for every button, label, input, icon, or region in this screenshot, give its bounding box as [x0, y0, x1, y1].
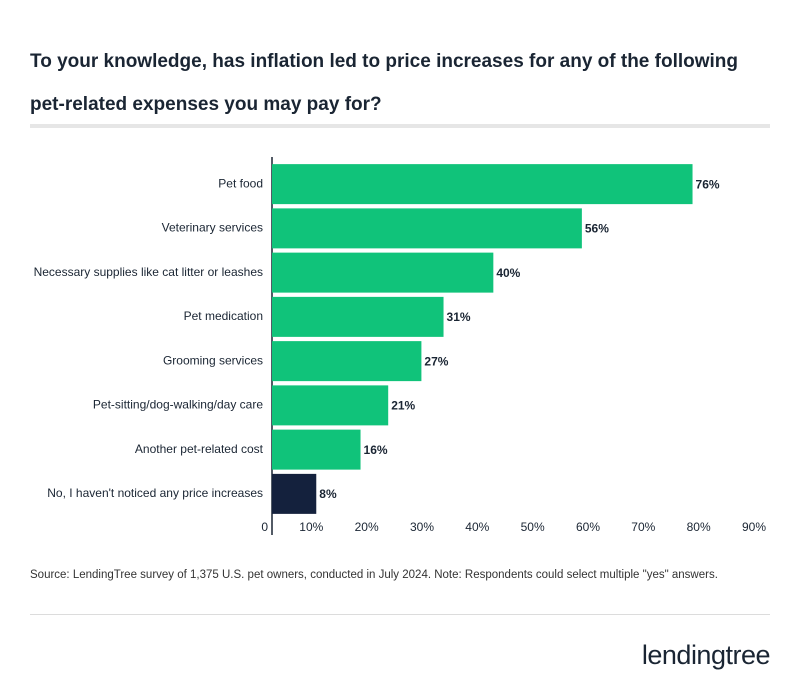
- source-note: Source: LendingTree survey of 1,375 U.S.…: [30, 569, 718, 581]
- value-label: 31%: [447, 310, 471, 324]
- divider: [30, 614, 770, 615]
- x-tick-label: 40%: [465, 520, 489, 534]
- bar: [272, 473, 317, 514]
- y-tick-label: Pet-sitting/dog-walking/day care: [93, 398, 263, 412]
- x-tick-label: 70%: [631, 520, 655, 534]
- bar: [272, 385, 389, 426]
- value-label: 56%: [585, 222, 609, 236]
- logo: lendingtree: [641, 640, 771, 670]
- y-tick-label: Pet medication: [184, 309, 263, 323]
- x-tick-label: 60%: [576, 520, 600, 534]
- x-tick-label: 10%: [299, 520, 323, 534]
- bar: [272, 429, 361, 470]
- x-tick-label: 20%: [355, 520, 379, 534]
- y-tick-label: Veterinary services: [162, 221, 263, 235]
- x-tick-label: 0: [261, 520, 268, 534]
- y-tick-label: No, I haven't noticed any price increase…: [47, 486, 263, 500]
- value-label: 76%: [696, 177, 720, 191]
- y-tick-label: Necessary supplies like cat litter or le…: [34, 265, 263, 279]
- bar: [272, 341, 422, 382]
- y-tick-label: Grooming services: [163, 353, 263, 367]
- bar: [272, 296, 444, 337]
- value-label: 8%: [319, 487, 337, 501]
- value-label: 16%: [364, 443, 388, 457]
- y-tick-label: Pet food: [218, 176, 263, 190]
- chart: 0 10% 20% 30% 40% 50% 60% 70% 80% 90% Pet food 76% V…: [34, 157, 766, 535]
- x-tick-label: 80%: [687, 520, 711, 534]
- y-tick-label: Another pet-related cost: [135, 442, 264, 456]
- bar: [272, 208, 582, 249]
- x-tick-label: 90%: [742, 520, 766, 534]
- x-tick-label: 30%: [410, 520, 434, 534]
- chart-title: To your knowledge, has inflation led to …: [30, 51, 739, 115]
- value-label: 40%: [496, 266, 520, 280]
- value-label: 27%: [424, 354, 448, 368]
- bar: [272, 164, 693, 205]
- divider: [30, 124, 770, 128]
- bar: [272, 252, 494, 293]
- x-tick-label: 50%: [521, 520, 545, 534]
- value-label: 21%: [391, 399, 415, 413]
